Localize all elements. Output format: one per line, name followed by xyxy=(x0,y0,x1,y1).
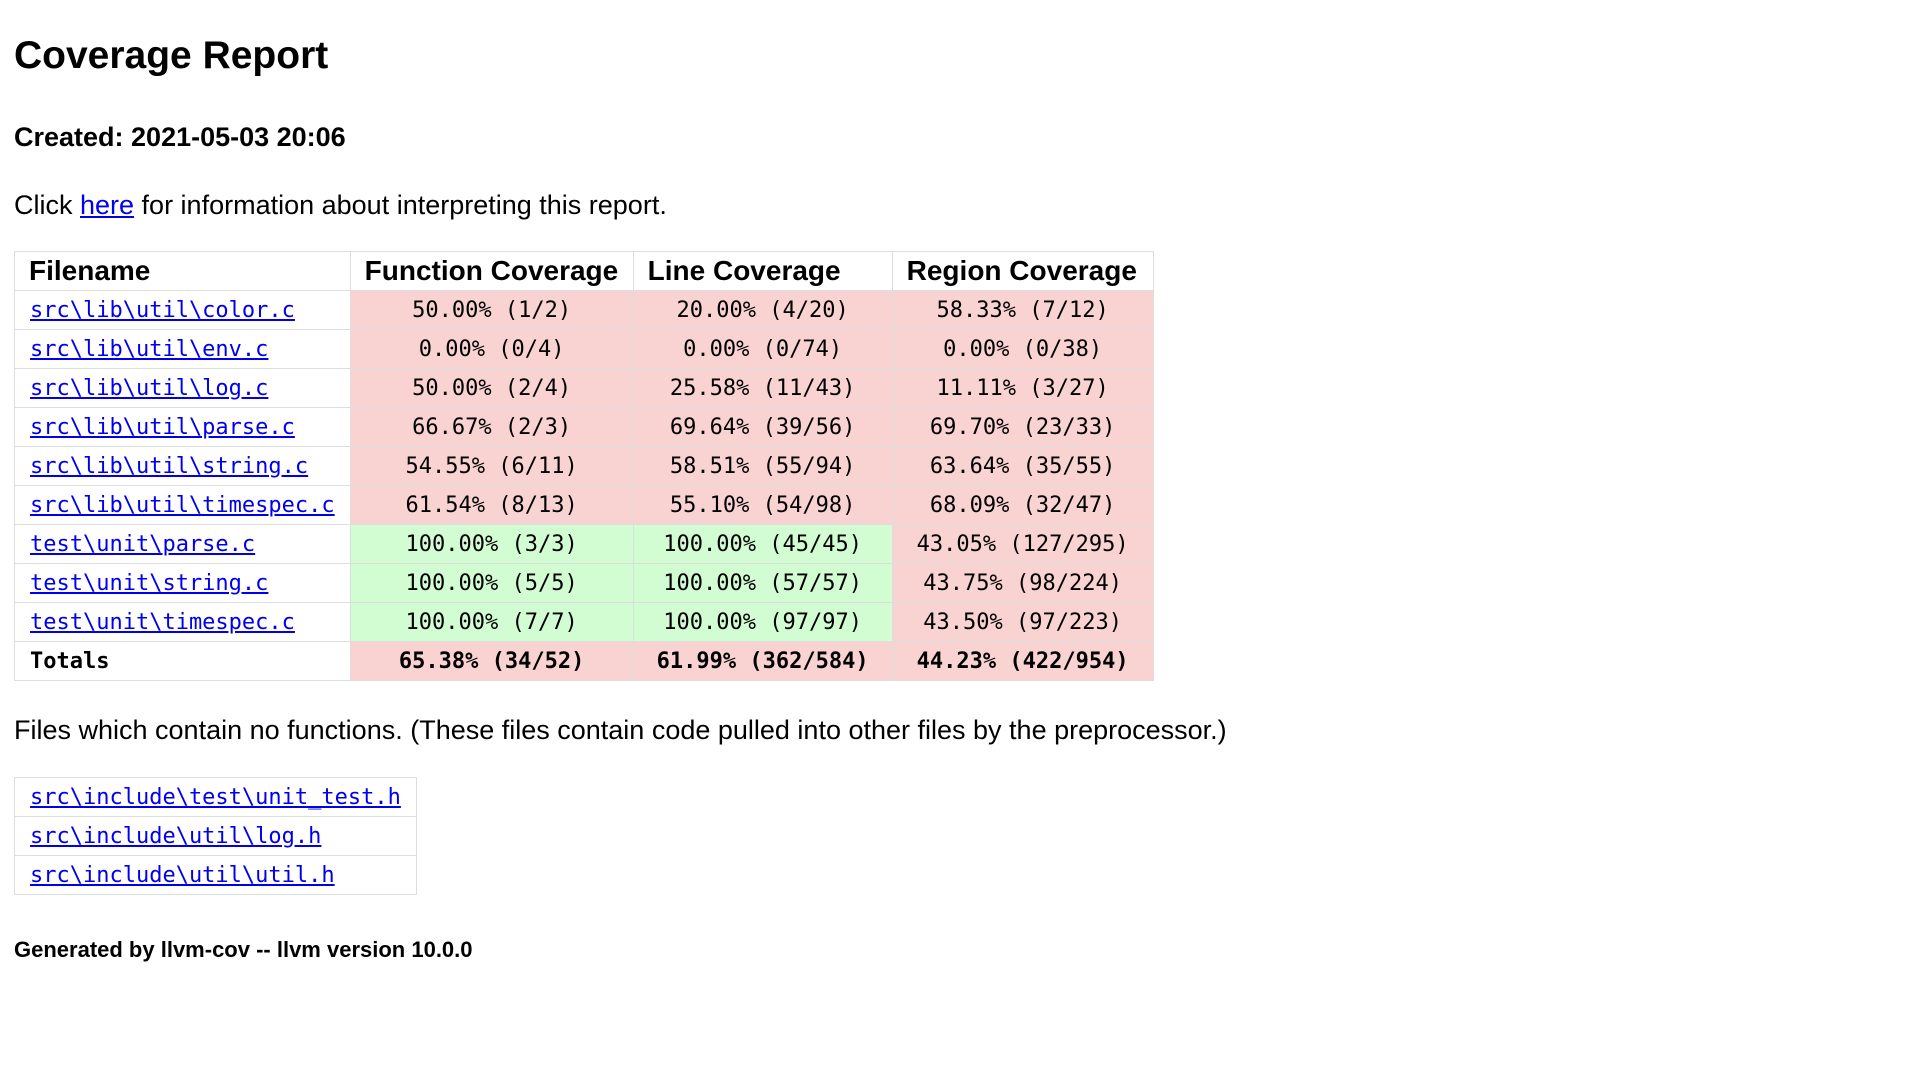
filename-cell: src\lib\util\string.c xyxy=(14,446,351,486)
region-coverage-cell: 43.75% (98/224) xyxy=(891,563,1154,603)
filename-cell: src\lib\util\log.c xyxy=(14,368,351,408)
table-row: src\lib\util\color.c 50.00% (1/2) 20.00% (… xyxy=(14,290,1154,330)
generator-footer: Generated by llvm-cov -- llvm version 10… xyxy=(14,937,473,962)
header-region-coverage: Region Coverage xyxy=(891,251,1154,291)
filename-cell: src\lib\util\env.c xyxy=(14,329,351,369)
filename-cell: src\lib\util\timespec.c xyxy=(14,485,351,525)
line-coverage-cell: 25.58% (11/43) xyxy=(632,368,893,408)
line-coverage-cell: 0.00% (0/74) xyxy=(632,329,893,369)
file-link[interactable]: src\include\util\util.h xyxy=(30,862,335,888)
created-timestamp: Created: 2021-05-03 20:06 xyxy=(14,122,346,152)
function-coverage-cell: 61.54% (8/13) xyxy=(349,485,634,525)
table-row: src\lib\util\log.c 50.00% (2/4) 25.58% (11… xyxy=(14,368,1154,408)
region-coverage-cell: 0.00% (0/38) xyxy=(891,329,1154,369)
file-link[interactable]: test\unit\string.c xyxy=(30,570,269,596)
table-row: src\lib\util\parse.c 66.67% (2/3) 69.64% (… xyxy=(14,407,1154,447)
no-function-file-cell: src\include\test\unit_test.h xyxy=(14,777,417,817)
filename-cell: test\unit\timespec.c xyxy=(14,602,351,642)
region-coverage-cell: 69.70% (23/33) xyxy=(891,407,1154,447)
table-row: test\unit\timespec.c 100.00% (7/7) 100.00%… xyxy=(14,602,1154,642)
function-coverage-cell: 50.00% (2/4) xyxy=(349,368,634,408)
function-coverage-cell: 100.00% (5/5) xyxy=(349,563,634,603)
intro-suffix: for information about interpreting this … xyxy=(134,190,667,220)
file-link[interactable]: test\unit\parse.c xyxy=(30,531,256,557)
totals-row: Totals 65.38% (34/52) 61.99% (362/584) 44.2… xyxy=(14,641,1154,681)
region-coverage-cell: 68.09% (32/47) xyxy=(891,485,1154,525)
function-coverage-cell: 100.00% (3/3) xyxy=(349,524,634,564)
table-row: test\unit\parse.c 100.00% (3/3) 100.00% (4… xyxy=(14,524,1154,564)
header-filename: Filename xyxy=(14,251,351,291)
region-coverage-cell: 58.33% (7/12) xyxy=(891,290,1154,330)
region-coverage-cell: 63.64% (35/55) xyxy=(891,446,1154,486)
file-link[interactable]: src\lib\util\timespec.c xyxy=(30,492,335,518)
no-functions-note: Files which contain no functions. (These… xyxy=(14,715,1227,745)
table-row: src\lib\util\env.c 0.00% (0/4) 0.00% (0/74… xyxy=(14,329,1154,369)
file-link[interactable]: src\lib\util\color.c xyxy=(30,297,295,323)
line-coverage-cell: 69.64% (39/56) xyxy=(632,407,893,447)
filename-cell: test\unit\string.c xyxy=(14,563,351,603)
function-coverage-cell: 100.00% (7/7) xyxy=(349,602,634,642)
totals-line-coverage: 61.99% (362/584) xyxy=(632,641,893,681)
function-coverage-cell: 54.55% (6/11) xyxy=(349,446,634,486)
no-functions-table: src\include\test\unit_test.h src\include\… xyxy=(14,777,417,895)
line-coverage-cell: 58.51% (55/94) xyxy=(632,446,893,486)
intro-prefix: Click xyxy=(14,190,80,220)
filename-cell: src\lib\util\color.c xyxy=(14,290,351,330)
file-link[interactable]: src\include\test\unit_test.h xyxy=(30,784,401,810)
region-coverage-cell: 11.11% (3/27) xyxy=(891,368,1154,408)
page-title: Coverage Report xyxy=(14,34,329,77)
file-link[interactable]: src\lib\util\env.c xyxy=(30,336,269,362)
function-coverage-cell: 50.00% (1/2) xyxy=(349,290,634,330)
intro-text: Click here for information about interpr… xyxy=(14,190,667,221)
header-line-coverage: Line Coverage xyxy=(632,251,893,291)
file-link[interactable]: src\lib\util\string.c xyxy=(30,453,309,479)
help-link[interactable]: here xyxy=(80,190,135,220)
line-coverage-cell: 55.10% (54/98) xyxy=(632,485,893,525)
region-coverage-cell: 43.05% (127/295) xyxy=(891,524,1154,564)
header-row: Filename Function Coverage Line Coverage… xyxy=(14,251,1154,291)
file-link[interactable]: src\include\util\log.h xyxy=(30,823,322,849)
coverage-table: Filename Function Coverage Line Coverage… xyxy=(14,251,1154,681)
no-function-file-cell: src\include\util\util.h xyxy=(14,855,417,895)
no-function-file-row: src\include\util\util.h xyxy=(14,855,417,895)
filename-cell: src\lib\util\parse.c xyxy=(14,407,351,447)
region-coverage-cell: 43.50% (97/223) xyxy=(891,602,1154,642)
table-row: test\unit\string.c 100.00% (5/5) 100.00% (… xyxy=(14,563,1154,603)
totals-label: Totals xyxy=(14,641,351,681)
header-function-coverage: Function Coverage xyxy=(349,251,634,291)
file-link[interactable]: src\lib\util\log.c xyxy=(30,375,269,401)
table-row: src\lib\util\string.c 54.55% (6/11) 58.51%… xyxy=(14,446,1154,486)
filename-cell: test\unit\parse.c xyxy=(14,524,351,564)
line-coverage-cell: 100.00% (57/57) xyxy=(632,563,893,603)
no-function-file-row: src\include\test\unit_test.h xyxy=(14,777,417,817)
line-coverage-cell: 100.00% (97/97) xyxy=(632,602,893,642)
function-coverage-cell: 66.67% (2/3) xyxy=(349,407,634,447)
totals-region-coverage: 44.23% (422/954) xyxy=(891,641,1154,681)
table-row: src\lib\util\timespec.c 61.54% (8/13) 55.1… xyxy=(14,485,1154,525)
line-coverage-cell: 100.00% (45/45) xyxy=(632,524,893,564)
function-coverage-cell: 0.00% (0/4) xyxy=(349,329,634,369)
totals-function-coverage: 65.38% (34/52) xyxy=(349,641,634,681)
file-link[interactable]: test\unit\timespec.c xyxy=(30,609,295,635)
line-coverage-cell: 20.00% (4/20) xyxy=(632,290,893,330)
file-link[interactable]: src\lib\util\parse.c xyxy=(30,414,295,440)
no-function-file-cell: src\include\util\log.h xyxy=(14,816,417,856)
no-function-file-row: src\include\util\log.h xyxy=(14,816,417,856)
